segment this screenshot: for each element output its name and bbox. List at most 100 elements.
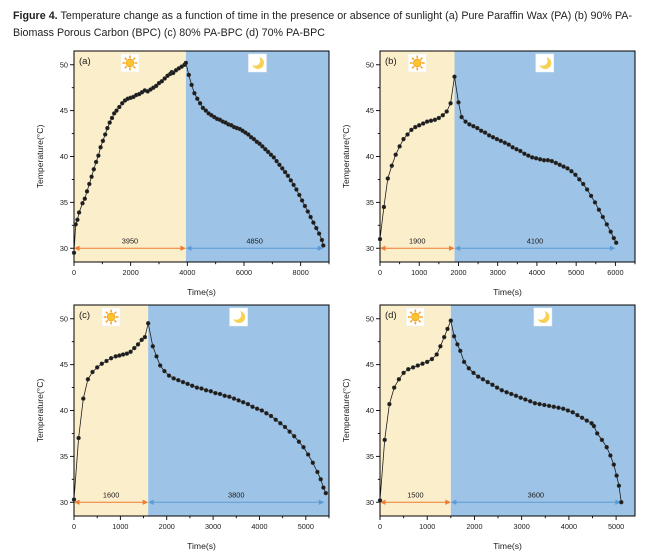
charts-grid: 0 2000 4000 6000 8000 30 35 40 45 50 3950 4850 (a) Ti…	[0, 46, 648, 552]
day-duration-label: 1600	[103, 491, 119, 500]
y-axis: 30 35 40 45 50	[366, 315, 380, 507]
day-duration-arrow	[380, 499, 451, 505]
x-tick-label: 4000	[179, 268, 195, 277]
chart-panel-c: 0 1000 2000 3000 4000 5000 30 35 40 45 50 1600 3800 (…	[34, 300, 334, 552]
x-tick-label: 5000	[608, 522, 624, 531]
panel-letter: (d)	[385, 310, 397, 321]
y-axis-title: Temperature(°C)	[341, 125, 351, 189]
figure-caption-number: Figure 4.	[13, 10, 58, 22]
x-axis-title: Time(s)	[493, 541, 522, 551]
y-axis-title: Temperature(°C)	[35, 125, 45, 189]
y-tick-label: 30	[60, 244, 68, 253]
x-tick-label: 5000	[568, 268, 584, 277]
y-axis: 30 35 40 45 50	[366, 61, 380, 253]
x-axis: 0 1000 2000 3000 4000 5000	[378, 516, 624, 531]
x-tick-label: 2000	[159, 522, 175, 531]
y-tick-label: 35	[60, 452, 68, 461]
x-tick-label: 3000	[205, 522, 221, 531]
night-duration-label: 3600	[528, 491, 544, 500]
plot-frame	[73, 50, 330, 263]
chart-panel-d: 0 1000 2000 3000 4000 5000 30 35 40 45 50 1500 3600 (…	[340, 300, 640, 552]
y-axis-title: Temperature(°C)	[341, 379, 351, 443]
x-tick-label: 3000	[514, 522, 530, 531]
plot-frame	[73, 304, 330, 517]
y-tick-label: 45	[60, 360, 68, 369]
x-tick-label: 5000	[298, 522, 314, 531]
moon-icon	[229, 307, 248, 327]
sun-icon	[120, 53, 140, 73]
y-tick-label: 50	[60, 315, 68, 324]
x-tick-label: 2000	[450, 268, 466, 277]
x-tick-label: 0	[378, 268, 382, 277]
x-tick-label: 2000	[466, 522, 482, 531]
day-duration-arrow	[380, 245, 455, 251]
y-tick-label: 35	[366, 198, 374, 207]
plot-frame	[379, 304, 636, 517]
x-tick-label: 3000	[490, 268, 506, 277]
chart-panel-b: 0 1000 2000 3000 4000 5000 6000 30 35 40 45 50 1900 4…	[340, 46, 640, 298]
daylight-region	[74, 51, 186, 263]
x-tick-label: 4000	[561, 522, 577, 531]
night-region	[454, 51, 635, 263]
x-tick-label: 1000	[411, 268, 427, 277]
x-tick-label: 1000	[419, 522, 435, 531]
night-duration-arrow	[185, 245, 324, 251]
night-region	[450, 305, 635, 517]
x-tick-label: 0	[378, 522, 382, 531]
y-tick-label: 45	[366, 106, 374, 115]
chart-svg: 0 1000 2000 3000 4000 5000 30 35 40 45 50 1500 3600 (…	[341, 304, 636, 551]
x-tick-label: 1000	[112, 522, 128, 531]
x-axis: 0 2000 4000 6000 8000	[72, 262, 330, 277]
figure-caption: Figure 4. Temperature change as a functi…	[0, 0, 648, 46]
y-tick-label: 45	[366, 360, 374, 369]
y-tick-label: 30	[366, 244, 374, 253]
y-tick-label: 40	[60, 406, 68, 415]
x-tick-label: 0	[72, 522, 76, 531]
x-tick-label: 6000	[236, 268, 252, 277]
y-axis-title: Temperature(°C)	[35, 379, 45, 443]
plot-frame	[379, 50, 636, 263]
x-tick-label: 2000	[123, 268, 139, 277]
y-tick-label: 40	[366, 152, 374, 161]
night-duration-label: 4850	[246, 237, 262, 246]
x-axis-title: Time(s)	[187, 541, 216, 551]
chart-svg: 0 1000 2000 3000 4000 5000 6000 30 35 40 45 50 1900 4…	[341, 50, 636, 297]
data-points	[71, 321, 328, 502]
night-duration-label: 4100	[527, 237, 543, 246]
panel-letter: (c)	[79, 310, 90, 321]
y-tick-label: 35	[366, 452, 374, 461]
chart-svg: 0 1000 2000 3000 4000 5000 30 35 40 45 50 1600 3800 (…	[35, 304, 330, 551]
y-tick-label: 40	[60, 152, 68, 161]
data-points	[377, 318, 624, 505]
day-duration-label: 3950	[122, 237, 138, 246]
x-axis: 0 1000 2000 3000 4000 5000	[72, 516, 330, 531]
x-tick-label: 8000	[293, 268, 309, 277]
day-duration-label: 1900	[409, 237, 425, 246]
night-duration-label: 3800	[228, 491, 244, 500]
sun-icon	[408, 53, 427, 73]
figure-caption-text: Temperature change as a function of time…	[13, 10, 632, 39]
panel-letter: (a)	[79, 56, 91, 67]
y-tick-label: 30	[366, 498, 374, 507]
moon-icon	[248, 53, 267, 73]
daylight-region	[380, 51, 455, 263]
daylight-region	[74, 305, 149, 517]
night-duration-arrow	[454, 245, 616, 251]
sun-icon	[101, 307, 121, 327]
x-axis-title: Time(s)	[493, 287, 522, 297]
x-axis: 0 1000 2000 3000 4000 5000 6000	[378, 262, 636, 277]
moon-icon	[535, 53, 555, 73]
y-tick-label: 50	[366, 61, 374, 70]
x-tick-label: 4000	[251, 522, 267, 531]
data-points	[377, 74, 619, 246]
x-tick-label: 0	[72, 268, 76, 277]
moon-icon	[533, 307, 553, 327]
x-axis-title: Time(s)	[187, 287, 216, 297]
daylight-region	[380, 305, 451, 517]
y-axis: 30 35 40 45 50	[60, 61, 74, 253]
y-tick-label: 30	[60, 498, 68, 507]
x-tick-label: 6000	[607, 268, 623, 277]
day-duration-arrow	[74, 499, 149, 505]
data-points	[71, 60, 326, 256]
